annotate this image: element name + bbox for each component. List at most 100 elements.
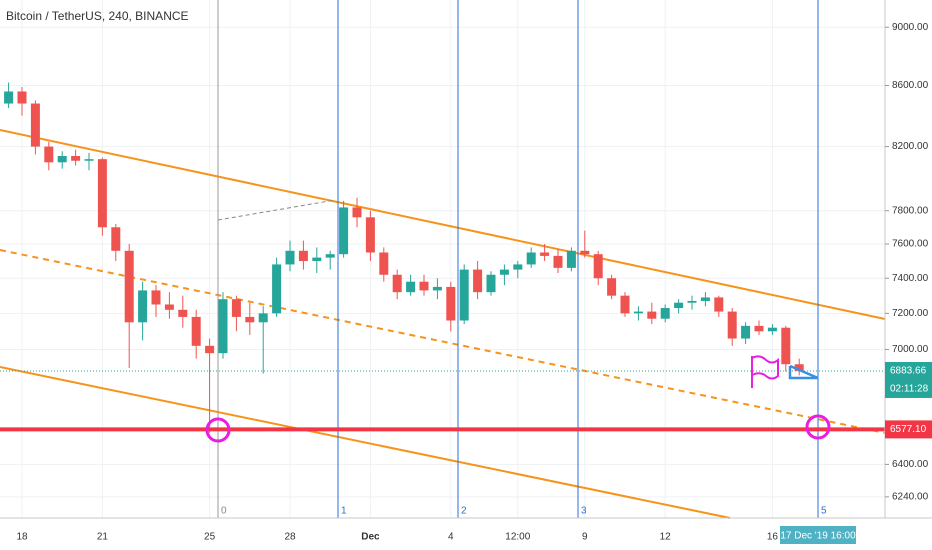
trend-line xyxy=(0,366,731,519)
candle-body xyxy=(513,264,523,270)
y-tick-label: 7800.00 xyxy=(892,205,929,216)
candle-body xyxy=(794,364,804,371)
candle-body xyxy=(71,156,81,161)
candle-body xyxy=(499,269,509,275)
trend-line xyxy=(0,249,886,434)
y-tick-label: 7600.00 xyxy=(892,239,929,250)
y-tick-label: 8200.00 xyxy=(892,141,929,152)
candle-body xyxy=(30,103,40,147)
measure-line xyxy=(217,199,336,221)
candle-body xyxy=(272,264,282,314)
axes: 9000.00 8600.00 8200.00 7800.00 7600.00 7400.… xyxy=(16,22,932,543)
level-label-box xyxy=(885,420,932,439)
flag-icon xyxy=(751,355,779,388)
cycle-label: 3 xyxy=(581,506,587,517)
candle-body xyxy=(486,274,496,293)
x-tick-label: 18 xyxy=(16,532,28,543)
current-price-label: 6883.66 xyxy=(890,366,927,377)
candle-body xyxy=(674,302,684,309)
candle-body xyxy=(312,257,322,262)
cycle-label: 5 xyxy=(821,506,827,517)
candle-body xyxy=(4,91,14,104)
candle-body xyxy=(727,311,737,339)
cycle-label: 1 xyxy=(341,506,347,517)
price-axis xyxy=(885,0,932,550)
candle-body xyxy=(339,207,349,255)
candle-body xyxy=(700,297,710,301)
y-tick-label: 7200.00 xyxy=(892,308,929,319)
x-tick-label: 12:00 xyxy=(505,532,530,543)
candle-body xyxy=(258,313,268,323)
candle-body xyxy=(124,250,134,323)
candle-body xyxy=(352,207,362,218)
candle-body xyxy=(231,299,241,317)
candle-body xyxy=(17,91,27,104)
candle-body xyxy=(714,297,724,312)
y-tick-label: 9000.00 xyxy=(892,22,929,33)
arrow-drawing xyxy=(788,364,819,380)
candle-body xyxy=(218,299,228,354)
candle-body xyxy=(325,254,335,258)
candle-body xyxy=(138,290,148,323)
candle-body xyxy=(754,325,764,332)
candle-body xyxy=(191,316,201,346)
candle-body xyxy=(164,304,174,310)
candle-body xyxy=(540,252,550,256)
y-tick-label: 6400.00 xyxy=(892,459,929,470)
candle-body xyxy=(44,146,54,163)
candle-body xyxy=(298,250,308,262)
candle-body xyxy=(446,286,456,321)
candle-body xyxy=(432,286,442,291)
candle-body xyxy=(406,281,416,293)
cursor-time: 17 Dec '19 16:00 xyxy=(780,531,856,542)
candle-body xyxy=(205,345,215,354)
highlight-circle xyxy=(805,414,831,440)
candle-body xyxy=(660,308,670,319)
candle-body xyxy=(178,309,188,317)
x-tick-label: 28 xyxy=(284,532,296,543)
y-tick-label: 7000.00 xyxy=(892,344,929,355)
cursor-time-box xyxy=(780,526,856,544)
candle-body xyxy=(781,327,791,365)
x-tick-label: Dec xyxy=(361,532,380,543)
candle-body xyxy=(151,290,161,305)
candle-body xyxy=(553,255,563,268)
candle-body xyxy=(473,269,483,293)
levels xyxy=(0,370,885,432)
candle-body xyxy=(767,327,777,332)
candle-body xyxy=(741,325,751,339)
candle-body xyxy=(580,250,590,255)
x-tick-label: 25 xyxy=(204,532,216,543)
candle-body xyxy=(285,250,295,265)
candle-body xyxy=(593,254,603,279)
candle-body xyxy=(419,281,429,291)
x-tick-label: 12 xyxy=(660,532,672,543)
level-label: 6577.10 xyxy=(890,424,927,435)
candles xyxy=(4,82,804,433)
candle-body xyxy=(97,159,107,228)
candle-body xyxy=(365,217,375,253)
candle-body xyxy=(392,274,402,293)
chart-title: Bitcoin / TetherUS, 240, BINANCE xyxy=(6,9,189,23)
candle-body xyxy=(57,156,67,163)
candle-body xyxy=(459,269,469,321)
candle-body xyxy=(687,300,697,303)
candle-body xyxy=(620,295,630,314)
x-tick-label: 21 xyxy=(97,532,109,543)
candle-body xyxy=(379,252,389,275)
candle-body xyxy=(607,278,617,296)
x-tick-label: 9 xyxy=(582,532,588,543)
trend-line xyxy=(0,129,886,320)
highlight-circle xyxy=(205,417,231,443)
candle-body xyxy=(633,311,643,314)
cycle-label: 0 xyxy=(221,506,227,517)
candle-body xyxy=(526,252,536,265)
price-label-box xyxy=(885,361,932,398)
candle-body xyxy=(84,159,94,161)
candle-body xyxy=(111,227,121,251)
candle-body xyxy=(566,250,576,268)
y-tick-label: 8600.00 xyxy=(892,80,929,91)
x-tick-label: 16 xyxy=(767,532,779,543)
cycle-label: 2 xyxy=(461,506,467,517)
